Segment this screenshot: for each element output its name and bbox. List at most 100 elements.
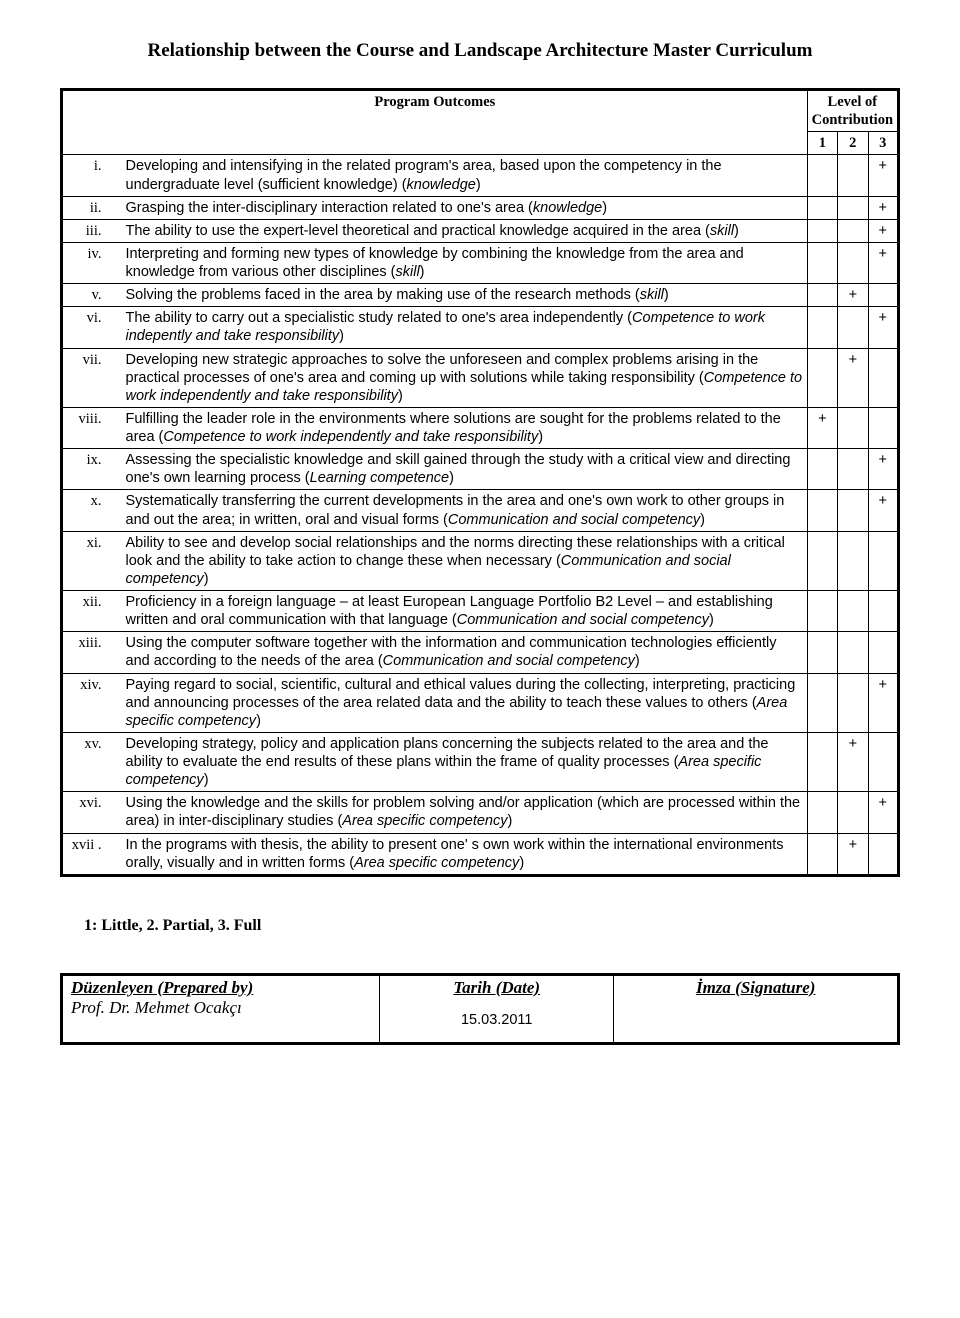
table-row: i.Developing and intensifying in the rel… <box>62 155 899 196</box>
table-row: xiii.Using the computer software togethe… <box>62 632 899 673</box>
level-2-cell <box>838 490 868 531</box>
level-2-cell <box>838 531 868 590</box>
row-description: The ability to carry out a specialistic … <box>108 307 808 348</box>
row-number: xi. <box>62 531 108 590</box>
level-3-cell: + <box>868 219 898 242</box>
table-row: iii.The ability to use the expert-level … <box>62 219 899 242</box>
level-1-cell <box>807 632 837 673</box>
level-3-cell: + <box>868 155 898 196</box>
header-lvl-3: 3 <box>868 132 898 155</box>
footer-prepared-label: Düzenleyen (Prepared by) <box>71 978 371 998</box>
row-number: v. <box>62 284 108 307</box>
footer-date-label: Tarih (Date) <box>388 978 605 998</box>
row-description: Using the knowledge and the skills for p… <box>108 792 808 833</box>
level-3-cell: + <box>868 792 898 833</box>
level-2-cell: + <box>838 833 868 875</box>
row-description: Paying regard to social, scientific, cul… <box>108 673 808 732</box>
level-3-cell <box>868 348 898 407</box>
level-2-cell: + <box>838 284 868 307</box>
header-level: Level of Contribution <box>807 90 898 132</box>
row-number: ix. <box>62 449 108 490</box>
row-number: iv. <box>62 242 108 283</box>
row-number: xvi. <box>62 792 108 833</box>
row-number: vii. <box>62 348 108 407</box>
table-row: v.Solving the problems faced in the area… <box>62 284 899 307</box>
level-2-cell <box>838 242 868 283</box>
row-description: Using the computer software together wit… <box>108 632 808 673</box>
row-description: In the programs with thesis, the ability… <box>108 833 808 875</box>
row-description: Systematically transferring the current … <box>108 490 808 531</box>
level-3-cell: + <box>868 673 898 732</box>
level-1-cell <box>807 284 837 307</box>
legend-text: 1: Little, 2. Partial, 3. Full <box>84 917 900 935</box>
row-number: vi. <box>62 307 108 348</box>
level-2-cell <box>838 307 868 348</box>
table-row: xiv.Paying regard to social, scientific,… <box>62 673 899 732</box>
row-number: xiii. <box>62 632 108 673</box>
footer-date: Tarih (Date) 15.03.2011 <box>380 974 614 1043</box>
row-description: Developing strategy, policy and applicat… <box>108 732 808 791</box>
level-1-cell <box>807 591 837 632</box>
level-1-cell <box>807 307 837 348</box>
level-2-cell <box>838 632 868 673</box>
row-number: iii. <box>62 219 108 242</box>
level-2-cell <box>838 591 868 632</box>
level-1-cell <box>807 242 837 283</box>
level-2-cell: + <box>838 732 868 791</box>
level-3-cell <box>868 284 898 307</box>
level-2-cell <box>838 792 868 833</box>
table-row: viii.Fulfilling the leader role in the e… <box>62 407 899 448</box>
header-outcomes: Program Outcomes <box>62 90 808 155</box>
level-1-cell: + <box>807 407 837 448</box>
level-3-cell: + <box>868 449 898 490</box>
table-row: ii.Grasping the inter-disciplinary inter… <box>62 196 899 219</box>
footer-prepared: Düzenleyen (Prepared by) Prof. Dr. Mehme… <box>62 974 380 1043</box>
table-row: vi.The ability to carry out a specialist… <box>62 307 899 348</box>
level-2-cell <box>838 407 868 448</box>
table-row: ix.Assessing the specialistic knowledge … <box>62 449 899 490</box>
row-number: xiv. <box>62 673 108 732</box>
table-row: xi.Ability to see and develop social rel… <box>62 531 899 590</box>
row-description: Grasping the inter-disciplinary interact… <box>108 196 808 219</box>
level-1-cell <box>807 792 837 833</box>
level-2-cell <box>838 673 868 732</box>
row-description: Proficiency in a foreign language – at l… <box>108 591 808 632</box>
footer-date-value: 15.03.2011 <box>388 1012 605 1028</box>
level-2-cell <box>838 449 868 490</box>
header-lvl-2: 2 <box>838 132 868 155</box>
row-description: Fulfilling the leader role in the enviro… <box>108 407 808 448</box>
row-description: Solving the problems faced in the area b… <box>108 284 808 307</box>
header-lvl-1: 1 <box>807 132 837 155</box>
table-row: xvii .In the programs with thesis, the a… <box>62 833 899 875</box>
row-number: x. <box>62 490 108 531</box>
outcomes-table: Program Outcomes Level of Contribution 1… <box>60 88 900 877</box>
footer-prepared-name: Prof. Dr. Mehmet Ocakçı <box>71 998 371 1018</box>
row-number: xvii . <box>62 833 108 875</box>
row-description: The ability to use the expert-level theo… <box>108 219 808 242</box>
table-row: x.Systematically transferring the curren… <box>62 490 899 531</box>
level-3-cell <box>868 407 898 448</box>
level-3-cell: + <box>868 490 898 531</box>
page-title: Relationship between the Course and Land… <box>60 40 900 62</box>
level-3-cell <box>868 531 898 590</box>
level-1-cell <box>807 348 837 407</box>
level-3-cell <box>868 591 898 632</box>
level-1-cell <box>807 833 837 875</box>
table-row: xv.Developing strategy, policy and appli… <box>62 732 899 791</box>
row-description: Developing new strategic approaches to s… <box>108 348 808 407</box>
level-3-cell: + <box>868 196 898 219</box>
level-2-cell <box>838 196 868 219</box>
level-1-cell <box>807 732 837 791</box>
row-number: i. <box>62 155 108 196</box>
table-row: vii.Developing new strategic approaches … <box>62 348 899 407</box>
level-2-cell: + <box>838 348 868 407</box>
level-2-cell <box>838 219 868 242</box>
level-3-cell <box>868 833 898 875</box>
footer-signature: İmza (Signature) <box>614 974 899 1043</box>
footer-table: Düzenleyen (Prepared by) Prof. Dr. Mehme… <box>60 973 900 1045</box>
level-1-cell <box>807 490 837 531</box>
level-1-cell <box>807 219 837 242</box>
table-row: xvi.Using the knowledge and the skills f… <box>62 792 899 833</box>
table-row: iv.Interpreting and forming new types of… <box>62 242 899 283</box>
level-3-cell: + <box>868 242 898 283</box>
